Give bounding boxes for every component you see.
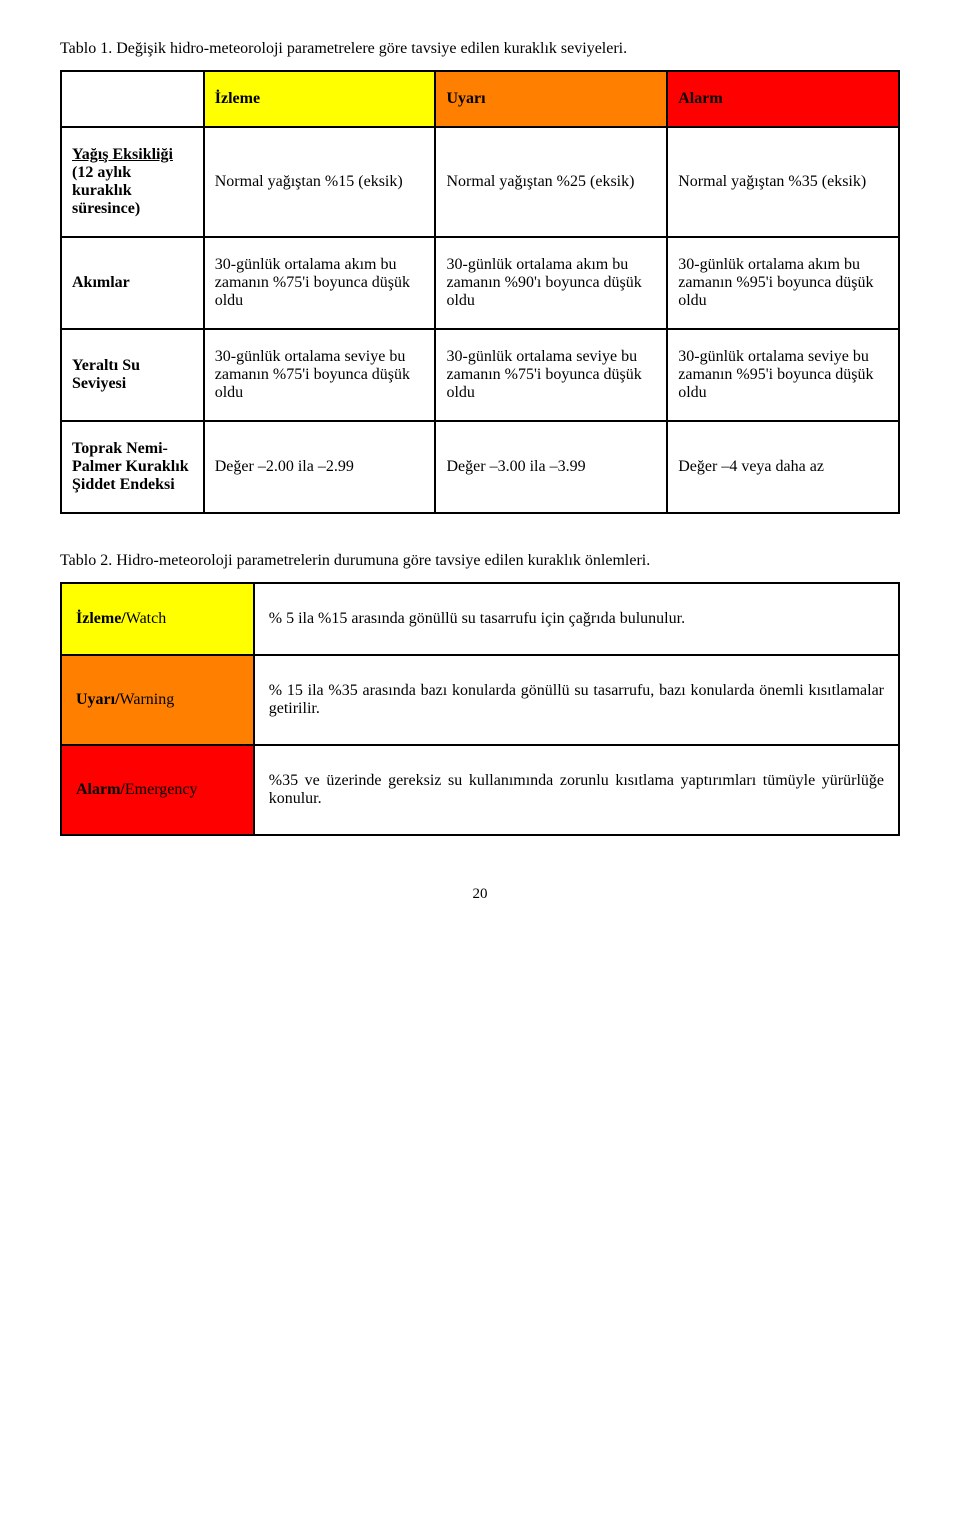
table1-caption: Tablo 1. Değişik hidro-meteoroloji param… <box>60 40 900 58</box>
table-row: Akımlar 30-günlük ortalama akım bu zaman… <box>61 237 899 329</box>
row-label-rest: (12 aylık kuraklık süresince) <box>72 164 140 217</box>
cell: 30-günlük ortalama seviye bu zamanın %75… <box>204 329 436 421</box>
page-number: 20 <box>60 886 900 903</box>
table2: İzleme/Watch % 5 ila %15 arasında gönüll… <box>60 582 900 836</box>
t2-desc: %35 ve üzerinde gereksiz su kullanımında… <box>254 745 899 835</box>
cell: Değer –2.00 ila –2.99 <box>204 421 436 513</box>
table-row: İzleme/Watch % 5 ila %15 arasında gönüll… <box>61 583 899 655</box>
t2-label: Alarm/Emergency <box>61 745 254 835</box>
cell: 30-günlük ortalama akım bu zamanın %90'ı… <box>435 237 667 329</box>
t2-label: Uyarı/Warning <box>61 655 254 745</box>
cell: 30-günlük ortalama seviye bu zamanın %95… <box>667 329 899 421</box>
cell: Normal yağıştan %25 (eksik) <box>435 127 667 237</box>
cell: 30-günlük ortalama akım bu zamanın %95'i… <box>667 237 899 329</box>
table-row: Toprak Nemi- Palmer Kuraklık Şiddet Ende… <box>61 421 899 513</box>
t2-label-sub: Warning <box>120 691 175 708</box>
cell: 30-günlük ortalama akım bu zamanın %75'i… <box>204 237 436 329</box>
t2-desc: % 5 ila %15 arasında gönüllü su tasarruf… <box>254 583 899 655</box>
table-row: Uyarı/Warning % 15 ila %35 arasında bazı… <box>61 655 899 745</box>
table1-header-row: İzleme Uyarı Alarm <box>61 71 899 127</box>
t2-label-sub: Emergency <box>125 781 198 798</box>
row-label: Toprak Nemi- Palmer Kuraklık Şiddet Ende… <box>61 421 204 513</box>
table-row: Yeraltı Su Seviyesi 30-günlük ortalama s… <box>61 329 899 421</box>
cell: Normal yağıştan %15 (eksik) <box>204 127 436 237</box>
row-label: Akımlar <box>61 237 204 329</box>
t2-label: İzleme/Watch <box>61 583 254 655</box>
t2-label-sub: Watch <box>126 610 166 627</box>
cell: Değer –3.00 ila –3.99 <box>435 421 667 513</box>
table1-header-izleme: İzleme <box>204 71 436 127</box>
table-row: Yağış Eksikliği (12 aylık kuraklık süres… <box>61 127 899 237</box>
cell: Değer –4 veya daha az <box>667 421 899 513</box>
table-row: Alarm/Emergency %35 ve üzerinde gereksiz… <box>61 745 899 835</box>
row-label-main: Yağış Eksikliği <box>72 146 173 163</box>
cell: Normal yağıştan %35 (eksik) <box>667 127 899 237</box>
cell: 30-günlük ortalama seviye bu zamanın %75… <box>435 329 667 421</box>
table1-header-uyari: Uyarı <box>435 71 667 127</box>
t2-label-bold: İzleme/ <box>76 610 126 627</box>
t2-label-bold: Alarm/ <box>76 781 125 798</box>
row-label: Yağış Eksikliği (12 aylık kuraklık süres… <box>61 127 204 237</box>
table1-header-empty <box>61 71 204 127</box>
t2-label-bold: Uyarı/ <box>76 691 120 708</box>
table2-caption: Tablo 2. Hidro-meteoroloji parametreleri… <box>60 552 900 570</box>
table1-header-alarm: Alarm <box>667 71 899 127</box>
table1: İzleme Uyarı Alarm Yağış Eksikliği (12 a… <box>60 70 900 514</box>
row-label: Yeraltı Su Seviyesi <box>61 329 204 421</box>
t2-desc: % 15 ila %35 arasında bazı konularda gön… <box>254 655 899 745</box>
